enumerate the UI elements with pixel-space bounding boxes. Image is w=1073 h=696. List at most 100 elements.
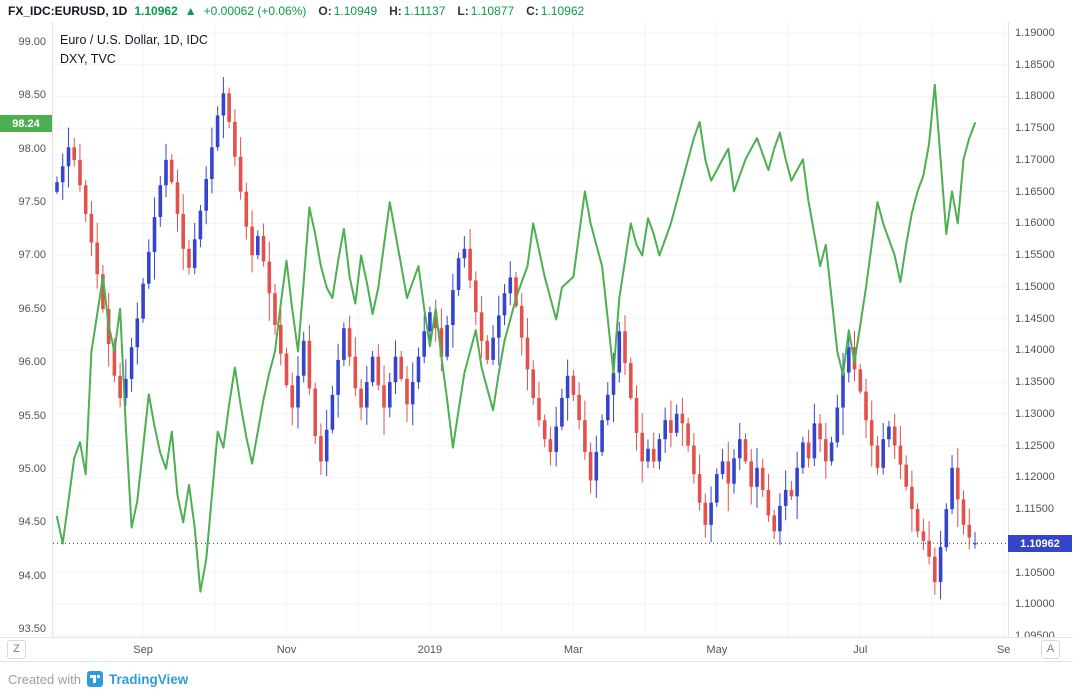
candle-body [789,490,794,497]
candle-body [72,147,76,160]
candle-body [875,445,880,468]
candle-body [152,217,157,252]
left-axis-tick: 95.00 [18,462,46,475]
candle-body [238,156,243,192]
candle-body [743,439,748,462]
candle-body [456,258,461,290]
candle-body [359,388,363,408]
time-axis[interactable]: Sep Nov 2019 Mar May Jul Se [0,637,1073,662]
candle-body [738,439,742,459]
right-axis-tick: 1.10000 [1015,598,1055,611]
candle-body [129,347,134,379]
candle-body [215,115,220,148]
candle-body [537,398,541,421]
ohlc-high: H: 1.11137 [384,4,445,18]
candle-body [267,261,272,294]
candle-body [324,429,329,462]
left-axis-tick: 96.00 [18,356,46,369]
right-axis-tick: 1.17000 [1015,153,1055,166]
candle-body [961,499,966,525]
candle-body [938,547,943,582]
candle-body [755,467,759,487]
candle-body [680,413,685,424]
candle-body [881,439,885,468]
left-axis-tick: 99.00 [18,36,46,48]
candle-body [801,442,805,468]
left-axis-tick: 94.50 [18,516,46,529]
candle-body [525,337,530,370]
left-axis-tick: 94.00 [18,569,46,582]
candle-body [181,213,185,249]
candle-body [583,420,587,452]
tradingview-logo-icon[interactable] [86,671,103,687]
symbol-title[interactable]: FX_IDC:EURUSD, 1D [8,4,128,18]
candle-body [78,159,82,186]
candle-body [806,442,811,459]
created-with-text: Created with [8,671,81,687]
time-axis-label: 2019 [417,644,443,656]
candle-body [973,543,977,545]
left-price-axis[interactable]: 99.00 98.50 98.00 97.50 97.00 96.50 96.00 95.50… [0,22,53,637]
timezone-button[interactable]: Z [7,640,26,659]
candle-body [370,356,375,383]
candle-body [439,328,444,357]
candle-body [892,426,897,446]
candle-body [101,274,105,310]
candle-body [887,426,891,440]
candle-body [651,448,656,462]
candle-body [915,509,920,532]
legend-eurusd[interactable]: Euro / U.S. Dollar, 1D, IDC [60,33,208,47]
candle-body [433,312,438,329]
open-value: 1.10949 [333,4,378,18]
symbol-header: FX_IDC:EURUSD, 1D 1.10962 ▲ +0.00062 (+0… [0,0,1073,22]
right-axis-tick: 1.18000 [1015,90,1055,103]
candle-body [319,436,323,462]
close-value: 1.10962 [540,4,585,18]
auto-scale-button[interactable]: A [1041,640,1060,659]
right-axis-tick: 1.14500 [1015,312,1055,325]
candle-body [709,502,713,525]
candle-body [847,347,851,373]
candle-body [227,93,231,122]
low-value: 1.10877 [470,4,515,18]
candle-body [491,337,495,360]
candle-body [399,356,403,379]
left-axis-tick: 97.50 [18,196,46,209]
time-axis-label: Jul [853,644,868,656]
candle-body [445,325,449,357]
candle-body [542,420,547,440]
candle-body [485,340,490,360]
candle-body [778,505,782,532]
plot-area[interactable] [53,22,1008,637]
chart-plot[interactable] [0,0,1073,661]
right-axis-tick: 1.12500 [1015,439,1055,452]
price-change: +0.00062 (+0.06%) [203,4,307,18]
candle-body [175,182,180,214]
candle-body [571,375,576,395]
candle-body [812,423,817,459]
last-price: 1.10962 [134,4,178,18]
candle-body [198,210,203,240]
candle-body [502,293,507,316]
time-axis-label: May [706,644,728,656]
right-axis-tick: 1.16500 [1015,185,1055,198]
candle-body [611,372,616,395]
candle-body [192,239,197,268]
candle-body [606,394,610,421]
candle-body [783,490,788,506]
right-axis-tick: 1.12000 [1015,471,1055,484]
candle-body [388,382,392,408]
candle-body [824,439,828,462]
candle-body [164,159,168,186]
tradingview-wordmark[interactable]: TradingView [108,671,189,687]
candle-body [594,451,599,481]
candle-body [697,474,702,503]
high-value: 1.11137 [403,4,446,18]
candle-body [124,378,128,398]
legend-dxy[interactable]: DXY, TVC [60,52,116,66]
candle-body [858,369,863,392]
candle-body [910,486,914,509]
candle-body [623,331,627,363]
candle-body [869,420,874,446]
